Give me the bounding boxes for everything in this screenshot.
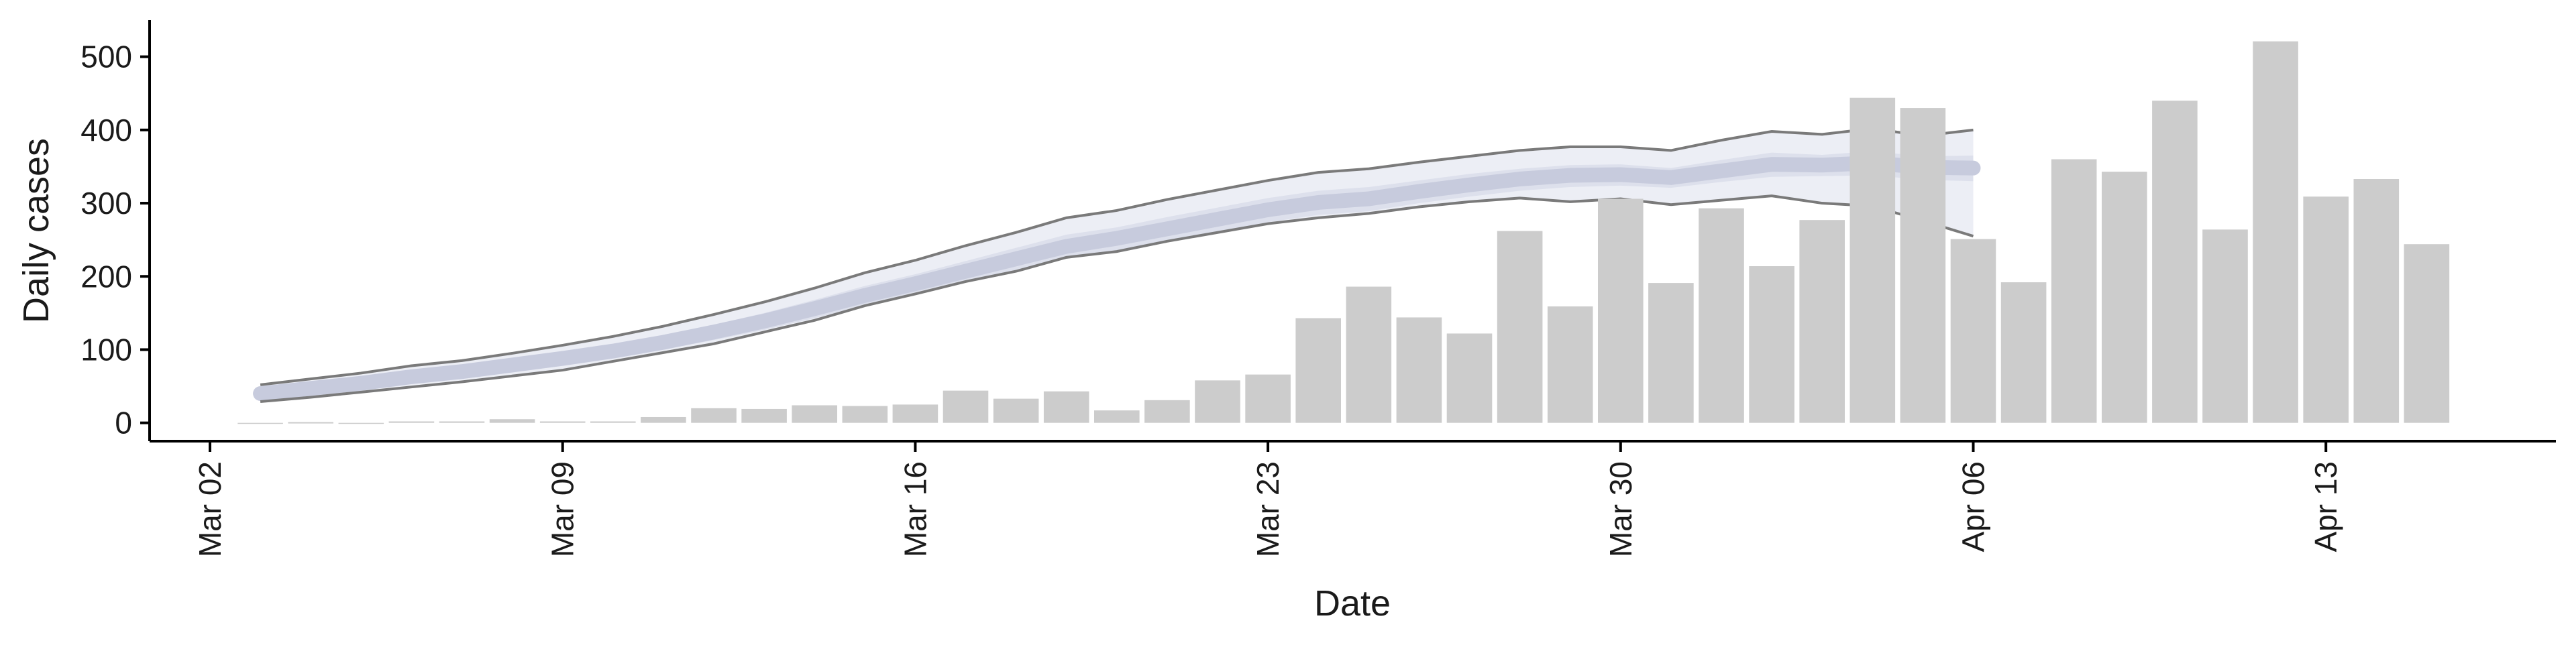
y-tick-label: 200 — [80, 259, 132, 294]
bar — [237, 422, 283, 424]
bar — [539, 421, 586, 423]
bar — [1950, 239, 1996, 423]
bar — [1195, 380, 1240, 423]
bar — [943, 390, 989, 423]
bar — [1346, 286, 1392, 423]
bar — [288, 422, 333, 424]
bar — [792, 405, 837, 423]
bar — [1144, 400, 1190, 423]
bar — [641, 416, 686, 423]
projection-band-layer — [253, 127, 1981, 404]
y-tick-label: 400 — [80, 113, 132, 148]
bar — [2253, 41, 2298, 423]
bar — [1849, 97, 1896, 423]
bar — [2152, 101, 2198, 423]
x-tick-label: Mar 02 — [193, 461, 227, 557]
bar — [2051, 159, 2097, 423]
x-tick-label: Mar 09 — [545, 461, 580, 557]
x-tick-label: Apr 06 — [1956, 461, 1991, 552]
bar — [1799, 220, 1845, 423]
bar — [741, 408, 787, 423]
axis-layer — [148, 20, 2556, 443]
x-tick-label: Mar 16 — [898, 461, 932, 557]
bar — [2404, 244, 2450, 423]
y-tick-label: 100 — [80, 332, 132, 367]
bar — [388, 421, 435, 423]
x-tick-label: Mar 30 — [1603, 461, 1638, 557]
x-tick-label: Mar 23 — [1250, 461, 1285, 557]
x-tick-layer: Mar 02 Mar 09 Mar 16 Mar 23 Mar 30 Apr 06 Apr … — [193, 441, 2343, 557]
bar — [1598, 198, 1644, 423]
bar — [1648, 283, 1694, 423]
y-tick-label: 0 — [115, 406, 132, 440]
bar — [1043, 391, 1089, 423]
bar — [2202, 229, 2248, 423]
bar — [1900, 108, 1946, 423]
projection-median-line — [253, 155, 1981, 402]
bar — [993, 398, 1039, 423]
projection-lower-line — [260, 194, 1974, 404]
bar — [1245, 374, 1291, 423]
bar — [590, 421, 636, 423]
y-tick-label: 500 — [80, 40, 132, 74]
y-axis-title: Daily cases — [16, 138, 56, 323]
bar-layer — [237, 41, 2450, 424]
y-tick-layer: 0 100 200 300 400 500 — [80, 40, 150, 440]
bar — [1295, 318, 1341, 423]
bar — [2303, 196, 2349, 423]
bar — [2353, 179, 2400, 423]
bar — [1699, 208, 1744, 423]
bar — [439, 421, 485, 423]
bar — [2000, 282, 2047, 423]
bar — [338, 422, 384, 424]
y-tick-label: 300 — [80, 186, 132, 221]
bar — [842, 406, 888, 423]
bar — [691, 408, 737, 423]
bar — [489, 419, 535, 423]
projection-upper-line — [260, 127, 1974, 386]
bar — [892, 404, 938, 423]
bar — [1497, 231, 1543, 423]
bar — [1094, 410, 1140, 423]
bar — [2102, 172, 2147, 423]
x-tick-label: Apr 13 — [2308, 461, 2343, 552]
bar — [1446, 333, 1493, 423]
bar — [1547, 306, 1593, 423]
bar — [1749, 266, 1794, 423]
x-axis-title: Date — [1314, 583, 1391, 624]
bar — [1396, 317, 1442, 423]
